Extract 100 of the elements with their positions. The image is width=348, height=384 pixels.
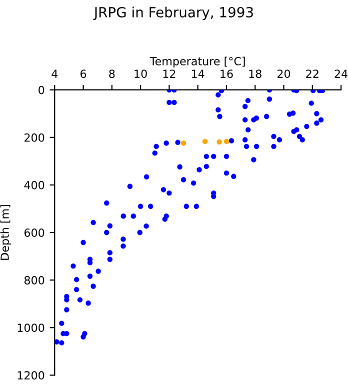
point [96,268,101,274]
y-tick-label: 600 [24,228,44,237]
x-tick-label: 20 [278,70,290,78]
x-tick-label: 4 [52,70,58,78]
point [180,177,186,182]
point [216,139,222,145]
point [286,112,292,117]
point [224,154,230,160]
point [224,170,230,176]
point [264,114,270,120]
point [190,180,196,186]
point [120,236,126,242]
point [162,216,168,222]
point [166,100,172,106]
point [86,300,91,306]
point [294,127,300,132]
y-tick-label: 0 [38,86,44,94]
point [148,204,154,209]
point [130,214,136,219]
x-tick-label: 22 [306,70,318,78]
point [177,164,182,170]
point [59,320,64,326]
point [59,340,64,346]
point [107,223,113,228]
y-tick-label: 200 [24,133,44,142]
point [172,100,177,106]
point [217,114,222,120]
point [90,220,96,226]
point [54,339,60,344]
point [127,184,133,189]
x-tick-label: 8 [109,70,115,78]
x-tick-label: 16 [220,70,233,78]
point [90,284,96,289]
point [137,230,142,236]
point [70,263,76,269]
point [210,154,216,160]
point [138,204,144,209]
point [64,307,70,312]
point [216,107,221,112]
point [271,144,276,150]
point [164,140,169,146]
point [204,154,210,160]
point [204,164,210,170]
point [242,137,248,142]
point [107,250,113,256]
point [104,200,110,206]
chart-title: JRPG in February, 1993 [93,6,253,20]
point [175,140,180,145]
y-tick-label: 1200 [18,371,44,380]
point [64,330,70,336]
y-axis-title: Depth [m] [0,205,12,260]
x-tick-label: 24 [334,70,348,78]
point [202,138,208,144]
x-tick-label: 6 [80,70,86,78]
point [266,96,272,102]
point [80,334,86,340]
point [120,214,126,219]
point [314,120,320,126]
point [246,127,251,132]
point [245,98,251,104]
point [294,90,300,94]
point [166,190,172,196]
point [242,117,248,122]
point [194,204,200,209]
point [231,174,236,179]
point [228,138,234,144]
point [107,256,113,262]
x-tick-label: 14 [192,70,204,78]
point [242,104,248,110]
point [77,297,83,302]
point [196,167,202,172]
point [254,144,260,150]
point [310,90,316,94]
point [144,174,150,180]
point [251,157,256,162]
point [318,117,324,122]
point [80,240,86,246]
y-tick-label: 800 [24,276,44,284]
point [308,100,314,106]
point [74,286,80,292]
x-tick-label: 10 [134,70,147,78]
x-tick-label: 18 [249,70,262,78]
y-tick-label: 400 [24,180,44,190]
point [87,274,93,279]
point [120,243,126,249]
y-tick-label: 1000 [18,324,44,332]
point [271,134,276,140]
point [304,124,310,130]
point [296,134,302,140]
point [276,137,282,142]
x-axis-title: Temperature [°C] [150,56,245,68]
point [180,140,186,146]
point [74,276,80,282]
point [184,204,189,209]
point [152,150,158,156]
point [216,92,221,98]
point [244,144,250,150]
point [224,138,230,144]
point [314,111,320,116]
point [154,144,159,150]
